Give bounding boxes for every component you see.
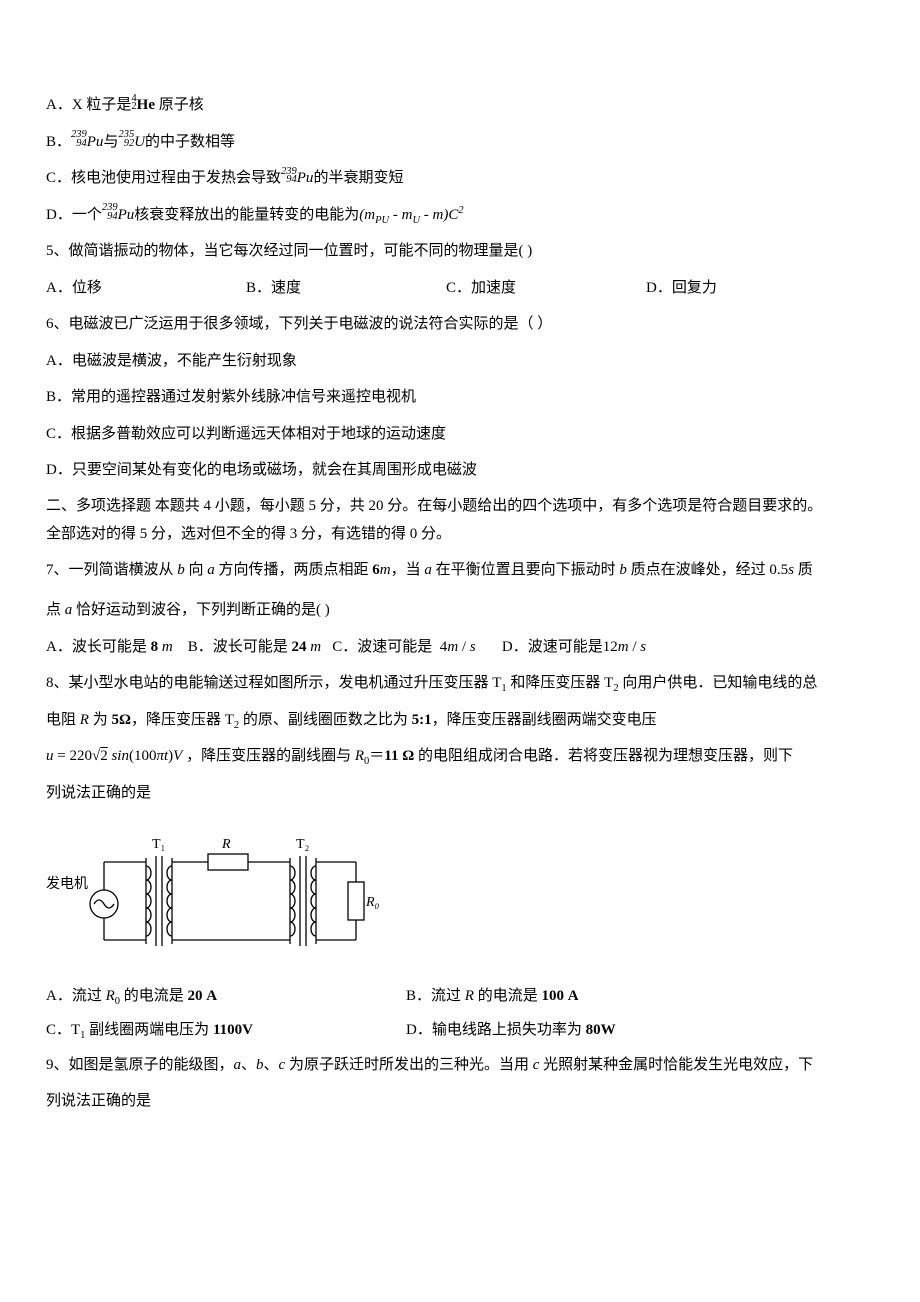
q7-option-a: A．波长可能是 8 m [46,639,173,655]
q8-stem-line3: u = 220√2 sin(100πt)V ，降压变压器的副线圈与 R0＝11 … [46,739,874,774]
q7-options: A．波长可能是 8 m B．波长可能是 24 m C．波速可能是 4m / s … [46,630,874,665]
q7-stem-line1: 7、一列简谐横波从 b 向 a 方向传播，两质点相距 6m，当 a 在平衡位置且… [46,553,874,588]
q5-option-c: C．加速度 [446,271,646,306]
q8-stem-line1: 8、某小型水电站的电能输送过程如图所示，发电机通过升压变压器 T1 和降压变压器… [46,666,874,701]
q9-stem-line2: 列说法正确的是 [46,1084,874,1119]
label-t1: T₁ [152,837,165,852]
q5-options: A．位移 B．速度 C．加速度 D．回复力 [46,271,874,306]
q6-option-b: B．常用的遥控器通过发射紫外线脉冲信号来遥控电视机 [46,380,874,415]
q7-stem-line2: 点 a 恰好运动到波谷，下列判断正确的是( ) [46,593,874,628]
q9-stem-line1: 9、如图是氢原子的能级图，a、b、c 为原子跃迁时所发出的三种光。当用 c 光照… [46,1048,874,1083]
q5-stem: 5、做简谐振动的物体，当它每次经过同一位置时，可能不同的物理量是( ) [46,234,874,269]
q8-stem-line2: 电阻 R 为 5Ω，降压变压器 T2 的原、副线圈匝数之比为 5:1，降压变压器… [46,703,874,738]
q7-option-d: D．波速可能是12m / s [502,639,646,655]
q5-option-b: B．速度 [246,271,446,306]
section2-head: 二、多项选择题 本题共 4 小题，每小题 5 分，共 20 分。在每小题给出的四… [46,492,874,549]
q8-option-c: C．T1 副线圈两端电压为 1100V [46,1013,406,1048]
label-t2: T₂ [296,837,310,852]
q7-option-c: C．波速可能是 4m / s [332,639,475,655]
q4-option-c: C．核电池使用过程由于发热会导致23994Pu的半衰期变短 [46,161,874,196]
q8-stem-line4: 列说法正确的是 [46,776,874,811]
q8-option-b: B．流过 R 的电流是 100 A [406,979,874,1014]
section2-line2: 全部选对的得 5 分，选对但不全的得 3 分，有选错的得 0 分。 [46,520,874,549]
q8-options-row2: C．T1 副线圈两端电压为 1100V D．输电线路上损失功率为 80W [46,1013,874,1048]
q8-option-a: A．流过 R0 的电流是 20 A [46,979,406,1014]
q5-option-a: A．位移 [46,271,246,306]
q6-option-a: A．电磁波是横波，不能产生衍射现象 [46,344,874,379]
q8-option-d: D．输电线路上损失功率为 80W [406,1013,874,1048]
section2-line1: 二、多项选择题 本题共 4 小题，每小题 5 分，共 20 分。在每小题给出的四… [46,492,874,521]
q6-stem: 6、电磁波已广泛运用于很多领域，下列关于电磁波的说法符合实际的是（ ） [46,307,874,342]
label-generator: 发电机 [46,876,88,892]
q7-option-b: B．波长可能是 24 m [188,639,321,655]
q4-option-d: D．一个23994Pu核衰变释放出的能量转变的电能为(mPU - mU - m)… [46,198,874,233]
q8-circuit-diagram: 发电机 T₁ R [46,822,874,971]
q5-option-d: D．回复力 [646,271,846,306]
q4-option-b: B．23994Pu与23592U的中子数相等 [46,125,874,160]
q6-option-d: D．只要空间某处有变化的电场或磁场，就会在其周围形成电磁波 [46,453,874,488]
label-r0: R₀ [365,895,380,910]
label-r: R [221,837,231,852]
q8-options-row1: A．流过 R0 的电流是 20 A B．流过 R 的电流是 100 A [46,979,874,1014]
q6-option-c: C．根据多普勒效应可以判断遥远天体相对于地球的运动速度 [46,417,874,452]
q4-option-a: A．X 粒子是42He 原子核 [46,88,874,123]
